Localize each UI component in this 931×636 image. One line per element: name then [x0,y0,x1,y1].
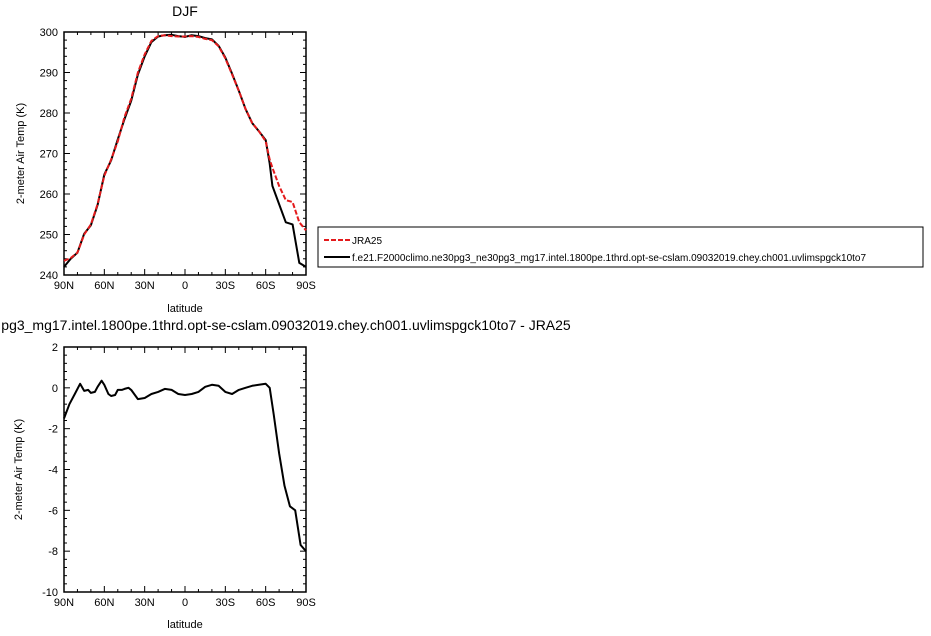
tick-marks: 90N 60N 30N 0 30S 60S 90S 240 250 260 270 280 290 300 [40,27,316,292]
series-line [63,33,307,268]
x-tick-label: 30S [216,280,236,292]
x-tick-label: 60N [94,597,114,609]
y-tick-label: -6 [48,505,58,517]
x-tick-label: 30N [135,280,155,292]
legend-label-jra25: JRA25 [352,236,382,247]
x-tick-label: 30N [135,597,155,609]
y-tick-label: -4 [48,465,58,477]
y-tick-label: 290 [40,68,58,80]
y-tick-label: 0 [52,383,58,395]
legend-box [317,226,924,268]
x-tick-label: 90S [296,280,316,292]
series-group [63,33,307,268]
y-tick-label: 300 [40,27,58,39]
y-tick-label: 270 [40,149,58,161]
legend: JRA25 f.e21.F2000climo.ne30pg3_ne30pg3_m… [317,226,924,268]
y-tick-label: 280 [40,108,58,120]
y-tick-label: -2 [48,424,58,436]
x-axis-label: latitude [167,303,202,315]
plot-frame [63,31,307,276]
tick-marks: 90N 60N 30N 0 30S 60S 90S 2 0 -2 -4 -6 -8 -10 [42,342,316,609]
chart-title: DJF [172,3,198,19]
y-tick-label: -10 [42,587,58,599]
x-axis-label: latitude [167,619,202,631]
difference-chart-title: pg3_mg17.intel.1800pe.1thrd.opt-se-cslam… [1,317,571,333]
series-line [63,379,307,552]
bottom-panel: pg3_mg17.intel.1800pe.1thrd.opt-se-cslam… [1,317,571,631]
x-tick-label: 90S [296,597,316,609]
y-axis-label: 2-meter Air Temp (K) [13,419,25,520]
x-tick-label: 90N [54,280,74,292]
series-line [63,34,307,262]
x-tick-label: 60S [256,280,276,292]
y-tick-label: 260 [40,189,58,201]
y-tick-label: -8 [48,546,58,558]
series-group [63,379,307,552]
x-tick-label: 30S [216,597,236,609]
x-tick-label: 0 [182,280,188,292]
x-tick-label: 90N [54,597,74,609]
top-panel: DJF 90N 60N 30N 0 30S 60S 90S 240 250 260 270 280 29… [15,3,316,315]
x-tick-label: 60N [94,280,114,292]
y-axis-label: 2-meter Air Temp (K) [15,103,27,204]
y-tick-label: 2 [52,342,58,354]
x-tick-label: 60S [256,597,276,609]
y-tick-label: 240 [40,270,58,282]
x-tick-label: 0 [182,597,188,609]
y-tick-label: 250 [40,230,58,242]
legend-label-model: f.e21.F2000climo.ne30pg3_ne30pg3_mg17.in… [352,253,866,264]
